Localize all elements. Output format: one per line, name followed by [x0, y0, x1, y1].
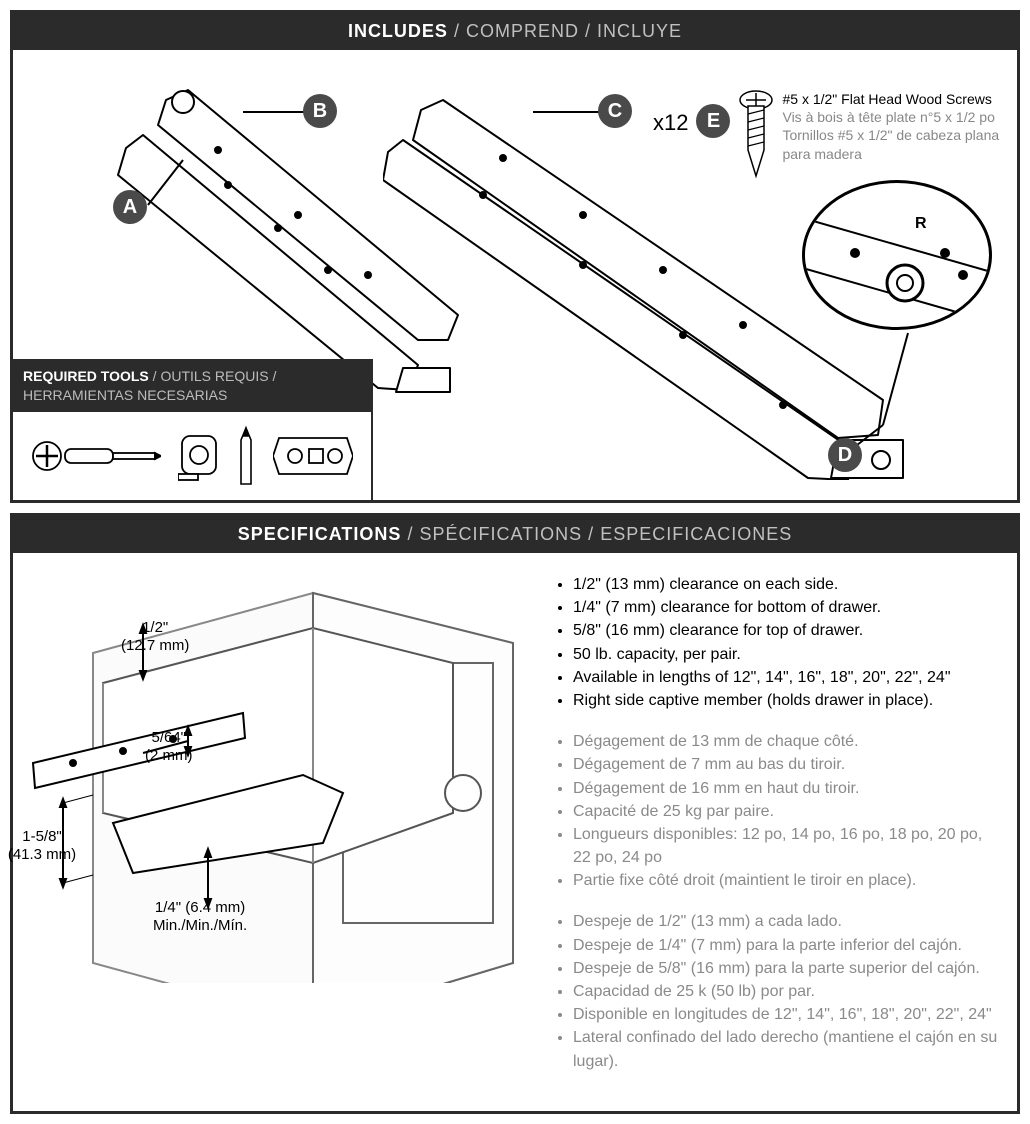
label-b: B — [303, 94, 337, 128]
dim-bottom: 1/4" (6.4 mm) Min./Min./Mín. — [153, 899, 247, 935]
screw-icon — [738, 90, 774, 180]
jig-icon — [273, 434, 353, 478]
list-item: 5/8" (16 mm) clearance for top of drawer… — [573, 619, 1001, 642]
label-e: E — [696, 104, 730, 138]
specs-title-fr: SPÉCIFICATIONS — [419, 524, 582, 544]
specs-list-es: Despeje de 1/2" (13 mm) a cada lado.Desp… — [551, 910, 1001, 1072]
includes-title-en: INCLUDES — [348, 21, 448, 41]
tape-measure-icon — [178, 430, 220, 482]
list-item: Longueurs disponibles: 12 po, 14 po, 16 … — [573, 823, 1001, 869]
dim-gap: 5/64" (2 mm) — [145, 729, 193, 765]
tools-box: REQUIRED TOOLS / OUTILS REQUIS / HERRAMI… — [13, 359, 373, 500]
specs-header: SPECIFICATIONS / SPÉCIFICATIONS / ESPECI… — [13, 516, 1017, 553]
tools-icons — [13, 412, 371, 500]
list-item: Lateral confinado del lado derecho (mant… — [573, 1026, 1001, 1072]
screw-text-es: Tornillos #5 x 1/2" de cabeza plana para… — [782, 126, 1002, 162]
detail-letter: R — [915, 215, 927, 232]
list-item: Dégagement de 7 mm au bas du tiroir. — [573, 753, 1001, 776]
list-item: 1/2" (13 mm) clearance on each side. — [573, 573, 1001, 596]
specs-title-en: SPECIFICATIONS — [238, 524, 402, 544]
screw-block: x12 E #5 x 1/2" Flat Head Wood Screws Vi… — [653, 90, 1002, 180]
specs-list-fr: Dégagement de 13 mm de chaque côté.Dégag… — [551, 730, 1001, 892]
includes-title-fr: COMPREND — [466, 21, 579, 41]
screw-text-en: #5 x 1/2" Flat Head Wood Screws — [782, 90, 1002, 108]
list-item: 50 lb. capacity, per pair. — [573, 643, 1001, 666]
screw-text-fr: Vis à bois à tête plate n°5 x 1/2 po — [782, 108, 1002, 126]
list-item: 1/4" (7 mm) clearance for bottom of draw… — [573, 596, 1001, 619]
includes-panel: INCLUDES / COMPREND / INCLUYE — [10, 10, 1020, 503]
label-a: A — [113, 190, 147, 224]
specs-diagram: 1/2" (12.7 mm) 5/64" (2 mm) 1-5/8" (41.3… — [13, 553, 543, 1111]
list-item: Dégagement de 16 mm en haut du tiroir. — [573, 777, 1001, 800]
screw-text: #5 x 1/2" Flat Head Wood Screws Vis à bo… — [782, 90, 1002, 163]
includes-header: INCLUDES / COMPREND / INCLUYE — [13, 13, 1017, 50]
includes-body: A B C D x12 E #5 x 1/2" Flat Head Wood S… — [13, 50, 1017, 500]
label-c: C — [598, 94, 632, 128]
list-item: Available in lengths of 12", 14", 16", 1… — [573, 666, 1001, 689]
list-item: Despeje de 1/4" (7 mm) para la parte inf… — [573, 934, 1001, 957]
drawer-diagram-icon — [13, 553, 543, 983]
screwdriver-icon — [31, 429, 161, 483]
list-item: Despeje de 5/8" (16 mm) para la parte su… — [573, 957, 1001, 980]
detail-circle: R — [802, 180, 992, 330]
specs-lists: 1/2" (13 mm) clearance on each side.1/4"… — [543, 553, 1017, 1111]
specs-list-en: 1/2" (13 mm) clearance on each side.1/4"… — [551, 573, 1001, 712]
list-item: Capacité de 25 kg par paire. — [573, 800, 1001, 823]
specs-title-es: ESPECIFICACIONES — [600, 524, 792, 544]
screw-qty: x12 — [653, 110, 688, 136]
specs-body: 1/2" (12.7 mm) 5/64" (2 mm) 1-5/8" (41.3… — [13, 553, 1017, 1111]
list-item: Despeje de 1/2" (13 mm) a cada lado. — [573, 910, 1001, 933]
specs-panel: SPECIFICATIONS / SPÉCIFICATIONS / ESPECI… — [10, 513, 1020, 1114]
list-item: Dégagement de 13 mm de chaque côté. — [573, 730, 1001, 753]
tools-title-es: HERRAMIENTAS NECESARIAS — [23, 387, 227, 403]
tools-title-fr: OUTILS REQUIS — [160, 368, 268, 384]
list-item: Partie fixe côté droit (maintient le tir… — [573, 869, 1001, 892]
list-item: Right side captive member (holds drawer … — [573, 689, 1001, 712]
detail-icon: R — [805, 183, 992, 330]
dim-height: 1-5/8" (41.3 mm) — [7, 828, 77, 864]
list-item: Capacidad de 25 k (50 lb) por par. — [573, 980, 1001, 1003]
pencil-icon — [236, 426, 256, 486]
tools-header: REQUIRED TOOLS / OUTILS REQUIS / HERRAMI… — [13, 361, 371, 412]
dim-side: 1/2" (12.7 mm) — [121, 619, 189, 655]
tools-title-en: REQUIRED TOOLS — [23, 368, 149, 384]
includes-title-es: INCLUYE — [597, 21, 682, 41]
list-item: Disponible en longitudes de 12", 14", 16… — [573, 1003, 1001, 1026]
label-d: D — [828, 438, 862, 472]
